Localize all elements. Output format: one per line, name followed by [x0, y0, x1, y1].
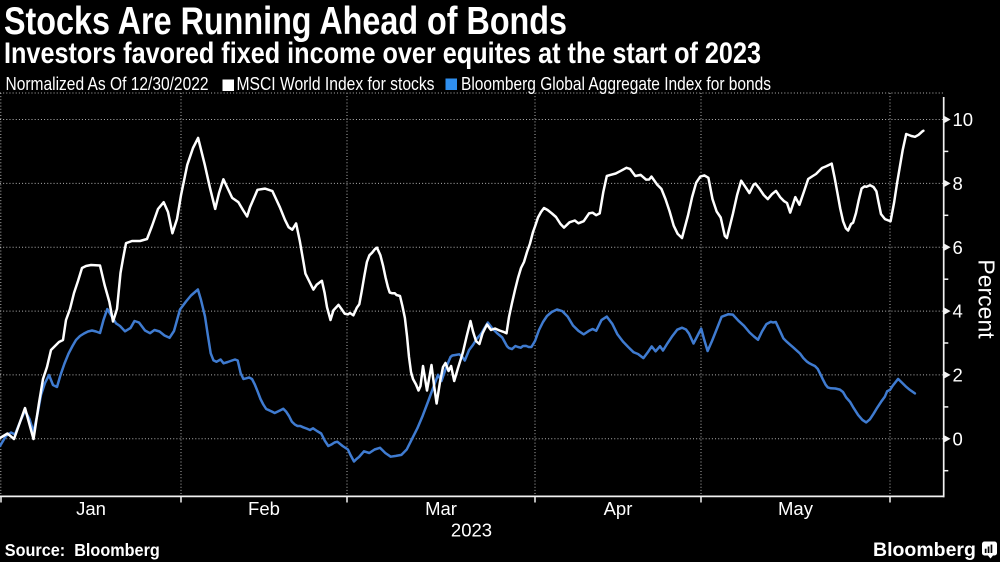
svg-text:Bloomberg Global Aggregate Ind: Bloomberg Global Aggregate Index for bon… [461, 74, 771, 94]
svg-text:10: 10 [953, 109, 974, 130]
svg-text:Percent: Percent [974, 259, 1000, 339]
svg-text:6: 6 [953, 237, 963, 258]
svg-text:Jan: Jan [76, 498, 106, 519]
svg-text:Investors favored fixed income: Investors favored fixed income over equi… [4, 37, 761, 70]
svg-text:MSCI World Index for stocks: MSCI World Index for stocks [237, 74, 435, 94]
svg-text:Bloomberg: Bloomberg [873, 539, 976, 561]
svg-text:2: 2 [953, 365, 963, 386]
svg-text:May: May [778, 498, 814, 519]
svg-text:0: 0 [953, 428, 963, 449]
svg-text:Feb: Feb [248, 498, 280, 519]
svg-text:Stocks Are Running Ahead of Bo: Stocks Are Running Ahead of Bonds [4, 0, 567, 43]
svg-text:Mar: Mar [425, 498, 457, 519]
svg-text:Normalized As Of 12/30/2022: Normalized As Of 12/30/2022 [6, 74, 209, 94]
svg-text:Apr: Apr [604, 498, 633, 519]
svg-text:Source: Bloomberg: Source: Bloomberg [5, 540, 160, 560]
svg-text:4: 4 [953, 301, 963, 322]
svg-text:2023: 2023 [451, 520, 492, 541]
svg-text:8: 8 [953, 173, 963, 194]
